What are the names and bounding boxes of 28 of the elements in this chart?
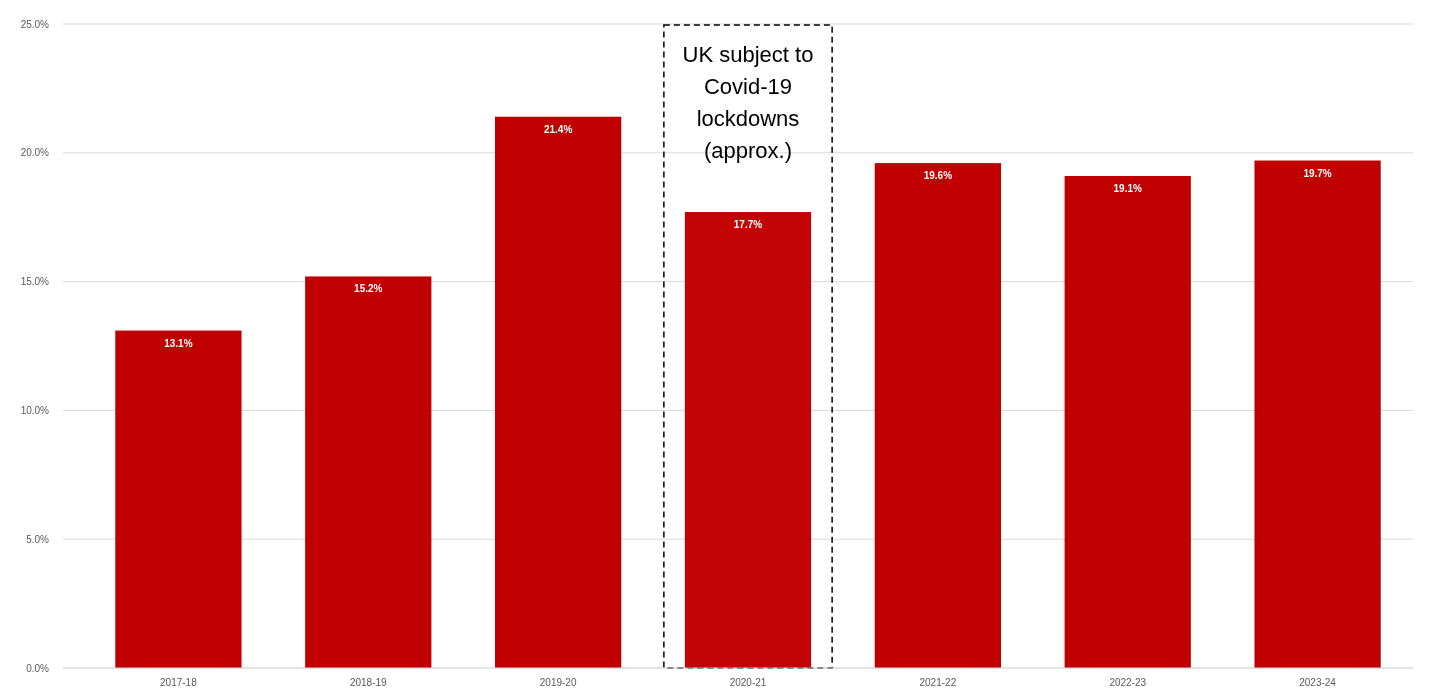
x-tick-label: 2022-23 [1109,677,1147,688]
y-tick-label: 15.0% [20,276,50,288]
data-label: 13.1% [164,337,193,349]
bar [874,163,1001,668]
data-label: 21.4% [543,123,573,135]
y-tick-label: 20.0% [20,147,50,159]
x-tick-label: 2018-19 [349,677,388,688]
data-label: 19.1% [1113,182,1143,194]
bar [495,116,622,668]
bar [1254,160,1381,668]
y-tick-label: 10.0% [20,404,50,416]
y-tick-label: 0.0% [26,662,50,674]
data-label: 15.2% [354,283,383,295]
bar [115,330,242,668]
bar [1064,175,1191,668]
y-tick-label: 5.0% [26,533,50,545]
data-label: 19.7% [1303,167,1332,179]
data-label: 17.7% [733,219,763,231]
bar [305,276,432,668]
x-tick-label: 2019-20 [539,677,577,688]
bar [684,212,812,668]
x-tick-label: 2017-18 [160,677,198,688]
x-tick-label: 2020-21 [729,677,767,688]
x-tick-label: 2023-24 [1299,677,1337,688]
y-tick-label: 25.0% [20,18,50,30]
data-label: 19.6% [923,170,953,182]
band-label: UK subject to Covid-19 lockdowns (approx.) [682,42,814,163]
x-tick-label: 2021-22 [919,677,957,688]
